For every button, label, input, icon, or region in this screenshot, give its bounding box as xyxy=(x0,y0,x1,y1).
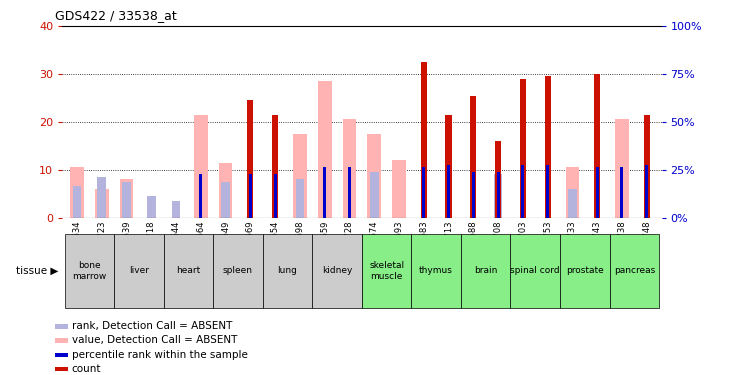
Bar xyxy=(594,74,600,217)
Bar xyxy=(295,179,304,218)
Bar xyxy=(122,182,131,218)
Bar xyxy=(247,100,254,218)
Text: lung: lung xyxy=(278,266,298,275)
Bar xyxy=(496,172,499,217)
Bar xyxy=(147,196,156,217)
Bar xyxy=(445,115,452,218)
Text: prostate: prostate xyxy=(566,266,604,275)
Bar xyxy=(249,174,252,217)
Bar xyxy=(262,234,312,308)
Text: skeletal
muscle: skeletal muscle xyxy=(369,261,404,280)
Bar xyxy=(615,120,629,218)
Text: rank, Detection Call = ABSENT: rank, Detection Call = ABSENT xyxy=(72,321,232,331)
Bar xyxy=(420,62,427,217)
Text: spinal cord: spinal cord xyxy=(510,266,560,275)
Text: pancreas: pancreas xyxy=(614,266,655,275)
Bar xyxy=(362,234,412,308)
Text: liver: liver xyxy=(129,266,149,275)
Bar xyxy=(546,165,549,218)
Bar xyxy=(568,189,577,217)
Bar xyxy=(493,174,502,217)
Bar xyxy=(621,167,624,217)
Bar xyxy=(560,234,610,308)
Bar xyxy=(470,96,477,218)
Bar xyxy=(566,167,579,217)
Bar xyxy=(64,234,114,308)
Bar xyxy=(596,167,599,217)
Bar xyxy=(520,79,526,218)
Bar xyxy=(343,120,356,218)
Bar xyxy=(120,179,133,218)
Bar xyxy=(70,167,84,217)
Text: count: count xyxy=(72,364,101,374)
Bar xyxy=(393,160,406,218)
Bar xyxy=(72,186,81,218)
Bar xyxy=(471,172,475,217)
Bar xyxy=(348,167,351,217)
Bar xyxy=(643,115,650,218)
Bar xyxy=(213,234,262,308)
Bar xyxy=(219,162,232,218)
Bar xyxy=(312,234,362,308)
Text: brain: brain xyxy=(474,266,497,275)
Bar xyxy=(645,165,648,218)
Bar xyxy=(323,167,326,217)
Bar xyxy=(95,189,109,217)
Bar xyxy=(318,81,331,218)
Text: thymus: thymus xyxy=(419,266,453,275)
Bar xyxy=(447,165,450,218)
Text: bone
marrow: bone marrow xyxy=(72,261,107,280)
Bar xyxy=(273,174,276,217)
Bar xyxy=(194,115,208,218)
Bar xyxy=(610,234,659,308)
Bar xyxy=(164,234,213,308)
Bar xyxy=(545,76,550,218)
Text: kidney: kidney xyxy=(322,266,352,275)
Bar xyxy=(200,174,202,217)
Text: spleen: spleen xyxy=(223,266,253,275)
Text: tissue ▶: tissue ▶ xyxy=(16,266,58,276)
Bar xyxy=(370,172,379,217)
Bar xyxy=(412,234,461,308)
Bar xyxy=(172,201,181,217)
Bar xyxy=(114,234,164,308)
Bar xyxy=(461,234,510,308)
Bar xyxy=(423,167,425,217)
Bar xyxy=(521,165,524,218)
Bar xyxy=(221,182,230,218)
Bar xyxy=(495,141,501,218)
Bar xyxy=(272,115,279,218)
Bar xyxy=(368,134,381,218)
Text: value, Detection Call = ABSENT: value, Detection Call = ABSENT xyxy=(72,336,237,345)
Bar xyxy=(293,134,307,218)
Bar xyxy=(510,234,560,308)
Text: heart: heart xyxy=(176,266,200,275)
Bar xyxy=(97,177,106,218)
Text: percentile rank within the sample: percentile rank within the sample xyxy=(72,350,248,360)
Text: GDS422 / 33538_at: GDS422 / 33538_at xyxy=(55,9,177,22)
